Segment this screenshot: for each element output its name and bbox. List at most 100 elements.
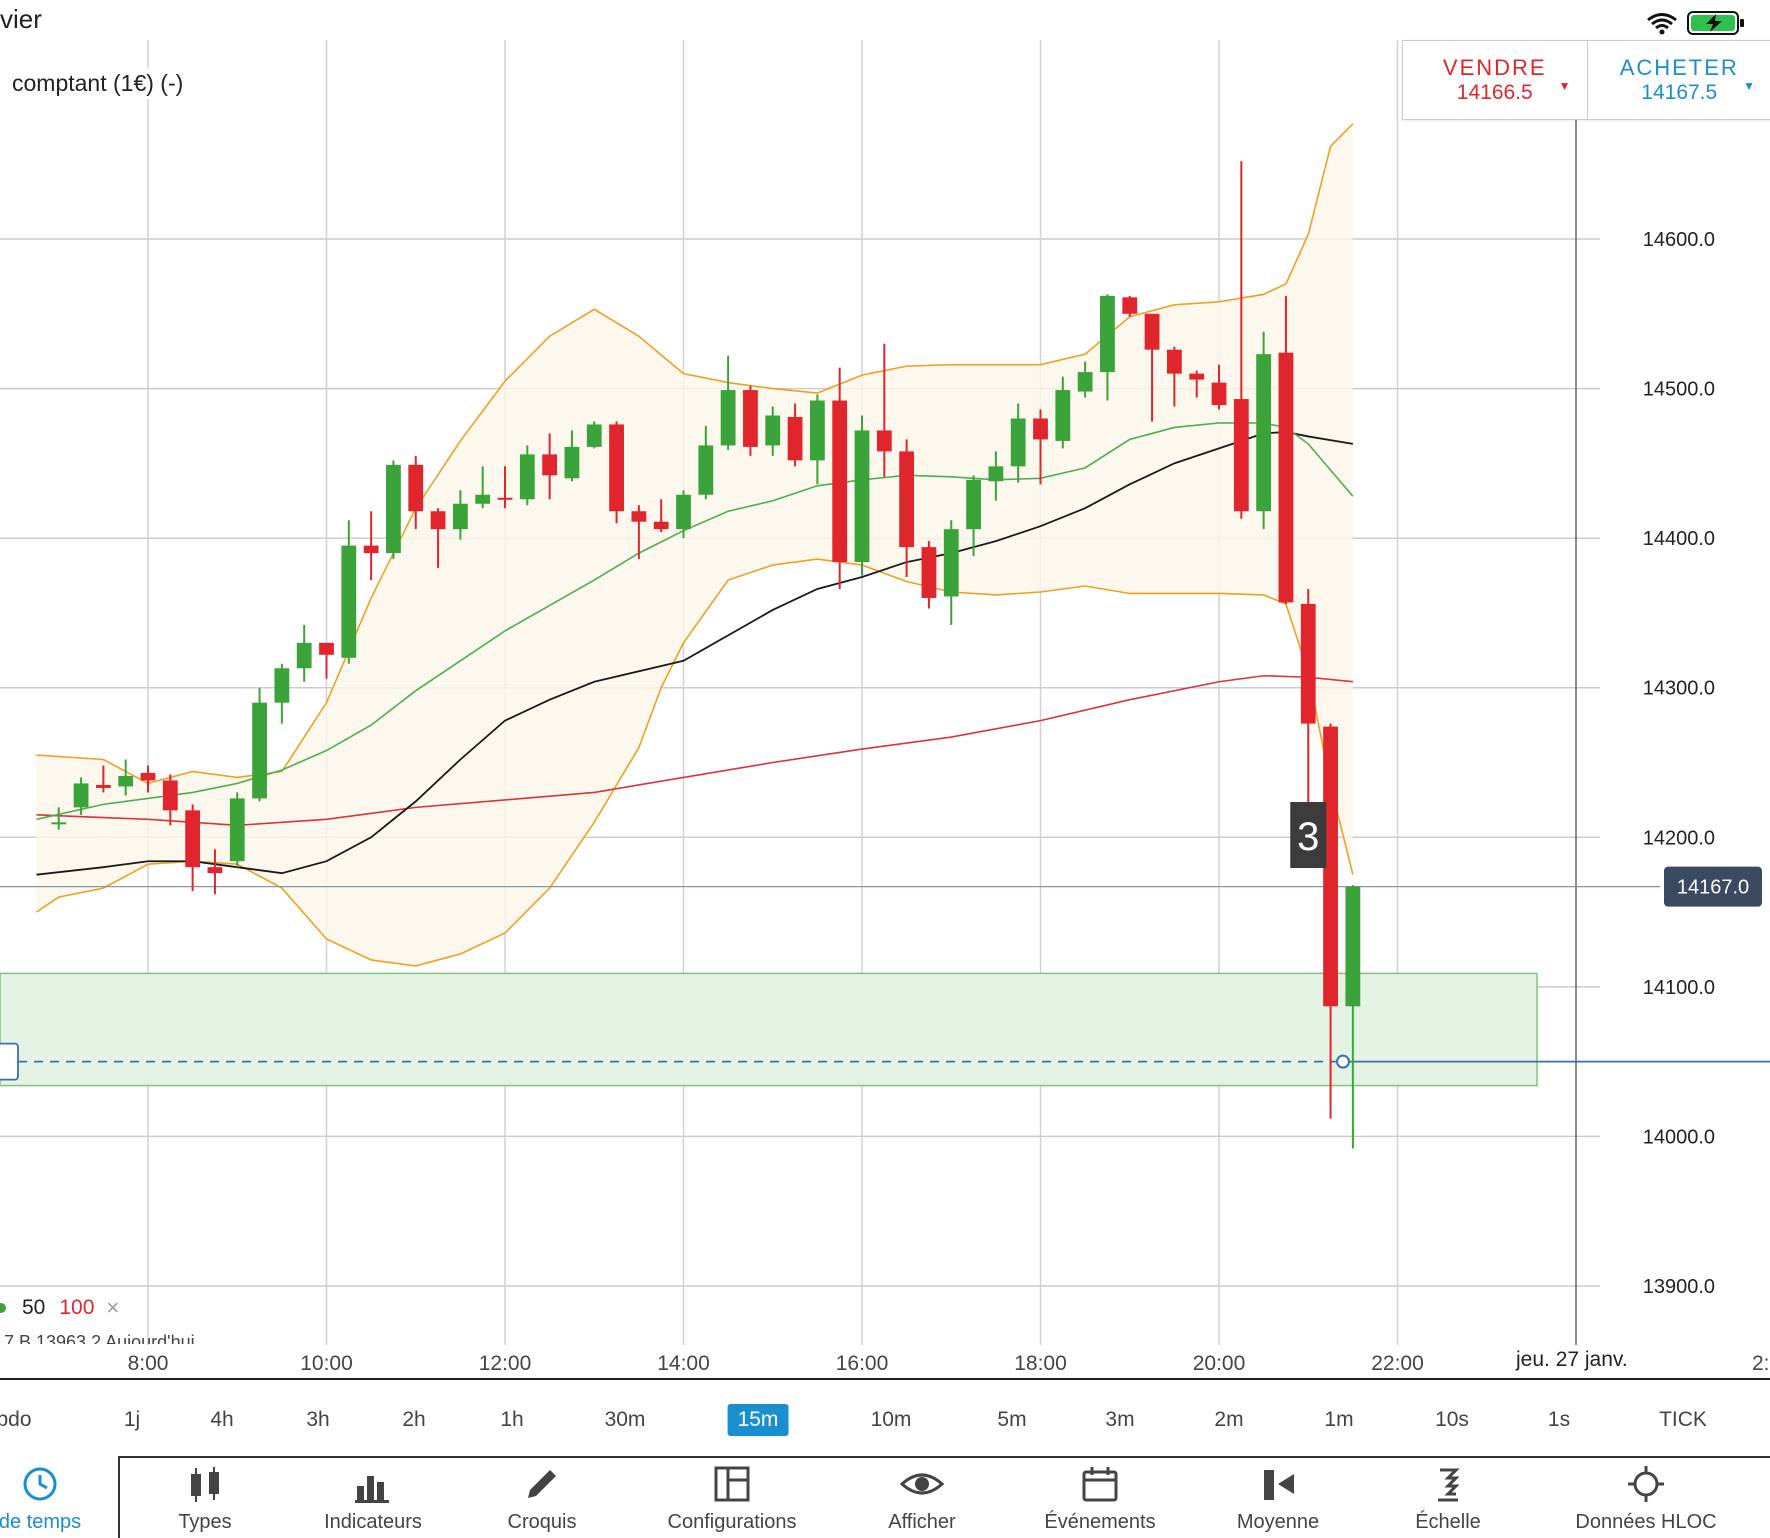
- toolbar-label: Configurations: [652, 1511, 812, 1534]
- interval-5m[interactable]: 5m: [987, 1404, 1036, 1436]
- interval-tick[interactable]: TICK: [1649, 1404, 1717, 1436]
- toolbar-layouts-button[interactable]: Configurations: [652, 1456, 812, 1536]
- candle-up: [252, 703, 267, 799]
- time-edge-label: 2:00: [1752, 1352, 1770, 1375]
- candle-down: [1301, 604, 1316, 724]
- buy-label: ACHETER: [1588, 55, 1770, 81]
- candle-up: [118, 776, 133, 786]
- candle-up: [475, 495, 490, 504]
- candle-up: [386, 465, 401, 553]
- interval-3h[interactable]: 3h: [296, 1404, 339, 1436]
- toolbar-label: Croquis: [462, 1511, 622, 1534]
- candle-up: [297, 643, 312, 668]
- close-legend-icon[interactable]: ×: [106, 1295, 119, 1321]
- time-tick-label: 10:00: [300, 1352, 353, 1375]
- candle-down: [542, 454, 557, 475]
- toolbar-indicators-button[interactable]: Indicateurs: [293, 1456, 453, 1536]
- sell-label: VENDRE: [1403, 55, 1587, 81]
- wifi-icon: [1648, 15, 1676, 35]
- indicator-legend: 50 100 ×: [0, 1290, 133, 1326]
- interval-10s[interactable]: 10s: [1425, 1404, 1479, 1436]
- candle-down: [922, 547, 937, 598]
- candle-down: [163, 780, 178, 810]
- toolbar-timeframe-button[interactable]: de temps: [0, 1456, 120, 1536]
- interval-2m[interactable]: 2m: [1204, 1404, 1253, 1436]
- toolbar-label: Données HLOC: [1566, 1511, 1726, 1534]
- toolbar-label: de temps: [0, 1511, 120, 1534]
- buy-dropdown-icon[interactable]: ▼: [1743, 79, 1755, 93]
- toolbar-average-button[interactable]: Moyenne: [1198, 1456, 1358, 1536]
- price-tick-label: 14400.0: [1643, 528, 1715, 550]
- toolbar-events-button[interactable]: Événements: [1020, 1456, 1180, 1536]
- sell-button[interactable]: VENDRE 14166.5 ▼: [1403, 41, 1587, 119]
- date-label: jeu. 27 janv.: [1512, 1348, 1632, 1372]
- legend-ma50: 50: [22, 1296, 45, 1320]
- interval-2h[interactable]: 2h: [392, 1404, 435, 1436]
- legend-subtext: 7 B 13963.2 Aujourd'hui: [4, 1330, 195, 1344]
- support-zone: [0, 973, 1537, 1085]
- battery-charging-icon: [1688, 12, 1744, 34]
- candle-up: [765, 415, 780, 445]
- buy-button[interactable]: ACHETER 14167.5 ▼: [1587, 41, 1770, 119]
- interval-1h[interactable]: 1h: [490, 1404, 533, 1436]
- toolbar-label: Échelle: [1368, 1511, 1528, 1534]
- toolbar-sketch-button[interactable]: Croquis: [462, 1456, 622, 1536]
- candle-up: [721, 390, 736, 445]
- toolbar-label: Indicateurs: [293, 1511, 453, 1534]
- price-tick-label: 14300.0: [1643, 678, 1715, 700]
- timeframe-icon: [18, 1464, 62, 1504]
- toolbar-label: Événements: [1020, 1511, 1180, 1534]
- interval-1s[interactable]: 1s: [1538, 1404, 1580, 1436]
- interval-3m[interactable]: 3m: [1095, 1404, 1144, 1436]
- candle-up: [587, 424, 602, 446]
- toolbar-label: Afficher: [842, 1511, 1002, 1534]
- time-tick-label: 12:00: [479, 1352, 532, 1375]
- candle-up: [698, 445, 713, 494]
- candle-down: [1212, 383, 1227, 405]
- toolbar-hloc-data-button[interactable]: Données HLOC: [1566, 1456, 1726, 1536]
- types-icon: [183, 1464, 227, 1504]
- alert-handle[interactable]: [1337, 1056, 1349, 1068]
- sketch-icon: [520, 1464, 564, 1504]
- trade-marker-label: 3: [1297, 815, 1319, 859]
- candle-up: [274, 668, 289, 702]
- candle-down: [319, 643, 334, 655]
- price-chart[interactable]: 313900.014000.014100.014200.014300.01440…: [0, 0, 1770, 1380]
- interval-15m[interactable]: 15m: [728, 1404, 789, 1436]
- status-icons: [1640, 8, 1750, 36]
- toolbar-scale-button[interactable]: Échelle: [1368, 1456, 1528, 1536]
- candle-up: [944, 529, 959, 596]
- candle-down: [1033, 418, 1048, 439]
- interval-bdo[interactable]: bdo: [0, 1404, 42, 1436]
- candle-up: [341, 546, 356, 658]
- sell-dropdown-icon[interactable]: ▼: [1559, 79, 1571, 93]
- price-tick-label: 14100.0: [1643, 977, 1715, 999]
- interval-4h[interactable]: 4h: [200, 1404, 243, 1436]
- candle-down: [631, 511, 646, 521]
- candle-up: [51, 822, 66, 824]
- candle-up: [74, 783, 89, 807]
- candle-down: [408, 465, 423, 511]
- toolbar-display-button[interactable]: Afficher: [842, 1456, 1002, 1536]
- candle-down: [743, 390, 758, 447]
- candle-up: [855, 430, 870, 562]
- interval-30m[interactable]: 30m: [595, 1404, 656, 1436]
- display-icon: [900, 1464, 944, 1504]
- candle-up: [1011, 418, 1026, 466]
- interval-10m[interactable]: 10m: [861, 1404, 922, 1436]
- toolbar-types-button[interactable]: Types: [125, 1456, 285, 1536]
- alert-left-tag[interactable]: [0, 1044, 18, 1080]
- candle-up: [1078, 372, 1093, 391]
- interval-1j[interactable]: 1j: [114, 1404, 150, 1436]
- candle-down: [498, 498, 513, 500]
- candle-up: [966, 480, 981, 529]
- price-tick-label: 14500.0: [1643, 379, 1715, 401]
- time-tick-label: 14:00: [657, 1352, 710, 1375]
- events-icon: [1078, 1464, 1122, 1504]
- candle-down: [1279, 353, 1294, 603]
- candle-down: [899, 451, 914, 547]
- indicators-icon: [351, 1464, 395, 1504]
- candle-up: [676, 495, 691, 529]
- candle-up: [810, 401, 825, 461]
- interval-1m[interactable]: 1m: [1314, 1404, 1363, 1436]
